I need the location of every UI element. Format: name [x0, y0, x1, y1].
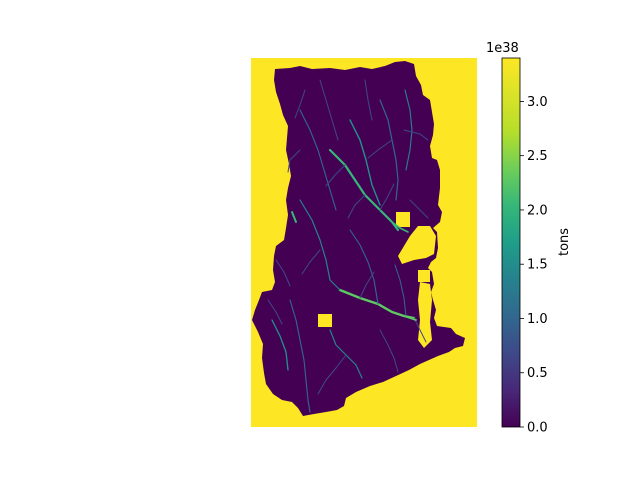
stream [379, 329, 399, 373]
stream [267, 299, 283, 325]
stream [364, 79, 373, 121]
stream [299, 199, 341, 291]
colorbar-gradient [501, 57, 521, 428]
stream [349, 119, 381, 206]
basin-hole [418, 282, 432, 348]
stream [409, 199, 429, 219]
stream [349, 229, 379, 305]
stream [287, 149, 301, 173]
watershed-basin [252, 61, 465, 416]
colorbar: 0.0 0.5 1.0 1.5 2.0 2.5 3.0 1e38 tons [486, 41, 572, 436]
stream [291, 211, 297, 223]
stream [301, 249, 321, 275]
stream [294, 89, 306, 119]
stream [289, 299, 311, 413]
stream [403, 129, 429, 141]
stream [379, 183, 395, 211]
colorbar-tick-label: 3.0 [527, 95, 548, 110]
stream [319, 79, 339, 141]
stream [359, 271, 375, 299]
basin-hole [398, 226, 436, 264]
colorbar-ticks: 0.0 0.5 1.0 1.5 2.0 2.5 3.0 [520, 95, 548, 436]
basin-hole [418, 270, 430, 282]
colorbar-tick-label: 0.5 [527, 366, 548, 381]
colorbar-label: tons [557, 228, 572, 256]
colorbar-tick-label: 2.5 [527, 149, 548, 164]
heatmap-raster [251, 58, 477, 427]
stream [299, 109, 337, 211]
colorbar-exponent: 1e38 [486, 41, 519, 56]
stream [317, 354, 347, 395]
stream [379, 99, 399, 201]
stream [403, 315, 417, 321]
stream [413, 317, 427, 343]
basin-hole [318, 314, 332, 327]
stream [394, 264, 407, 317]
stream [367, 139, 393, 159]
colorbar-tick-label: 0.0 [527, 421, 548, 436]
colorbar-tick-label: 1.0 [527, 312, 548, 327]
colorbar-tick-label: 2.0 [527, 203, 548, 218]
stream [404, 89, 413, 171]
basin-hole [396, 212, 410, 227]
stream [325, 164, 346, 187]
stream [347, 194, 366, 219]
stream [271, 319, 289, 371]
stream [391, 221, 409, 233]
colorbar-tick-label: 1.5 [527, 258, 548, 273]
stream [275, 259, 291, 287]
stream-network [267, 79, 429, 413]
